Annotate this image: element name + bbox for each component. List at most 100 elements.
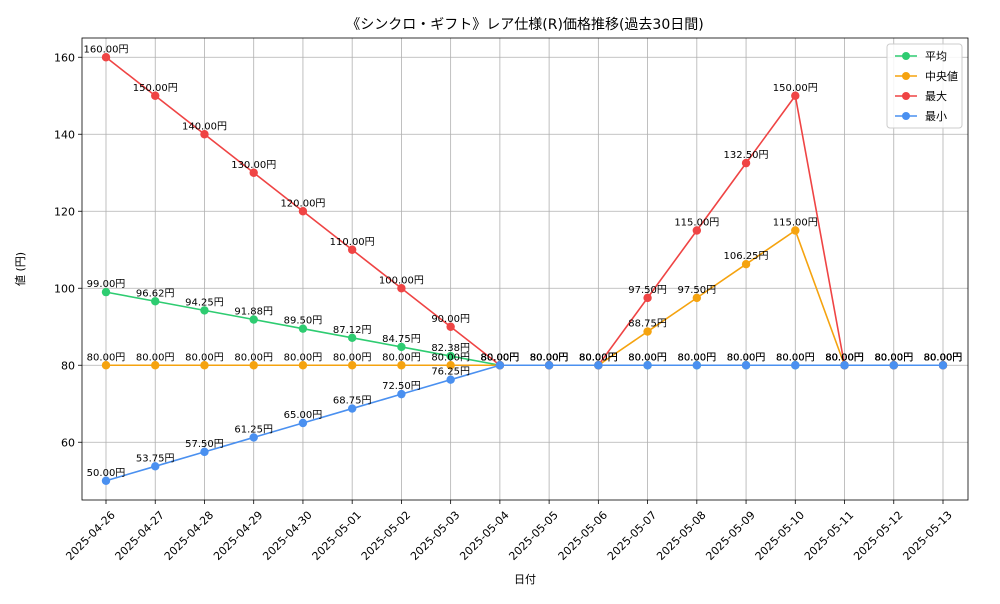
series-3-data-label: 80.00円 [776, 352, 815, 363]
series-1-line [106, 229, 943, 367]
series-3-data-label: 80.00円 [874, 352, 913, 363]
series-1-data-label: 80.00円 [579, 352, 618, 363]
series-1-data-label: 80.00円 [530, 352, 569, 363]
series-group [101, 53, 948, 485]
series-1-point [643, 327, 652, 336]
series-3-point [200, 447, 209, 457]
x-tick-label: 2025-05-03 [408, 509, 462, 563]
series-2-point [249, 168, 258, 177]
series-3-data-label: 80.00円 [924, 352, 963, 363]
series-0-data-label: 80.00円 [874, 352, 913, 363]
series-2-data-label: 140.00円 [182, 121, 227, 132]
series-3-data-label: 65.00円 [284, 410, 323, 421]
series-2-data-label: 110.00円 [330, 237, 375, 248]
x-axis-title: 日付 [514, 573, 536, 586]
series-1-point [397, 361, 406, 370]
series-3-data-label: 80.00円 [530, 352, 569, 363]
chart-title: 《シンクロ・ギフト》レア仕様(R)価格推移(過去30日間) [346, 17, 703, 33]
series-3-point [840, 361, 849, 370]
series-0-data-label: 80.00円 [530, 352, 569, 363]
grid [82, 38, 968, 500]
series-3-point [643, 361, 652, 370]
series-3-data-label: 72.50円 [382, 381, 421, 392]
series-1-data-label: 88.75円 [628, 319, 667, 330]
x-tick-label: 2025-04-26 [63, 509, 117, 563]
series-2-data-label: 80.00円 [530, 352, 569, 363]
x-axis: 2025-04-262025-04-272025-04-282025-04-29… [63, 500, 955, 563]
series-2-point [200, 130, 209, 139]
series-0-point [446, 351, 455, 361]
series-1-point [249, 361, 258, 370]
series-0-data-label: 84.75円 [382, 334, 421, 345]
series-2-point [643, 293, 652, 303]
x-tick-label: 2025-04-28 [162, 509, 216, 563]
series-3-point [938, 361, 948, 370]
x-tick-label: 2025-04-30 [260, 509, 314, 563]
x-tick-label: 2025-05-11 [802, 509, 856, 563]
series-3-line [105, 364, 943, 482]
series-0-data-label: 80.00円 [481, 352, 520, 363]
series-1-data-label: 80.00円 [333, 352, 372, 363]
series-0-data-label: 91.88円 [234, 307, 273, 318]
series-1-data-label: 80.00円 [136, 352, 175, 363]
x-tick-label: 2025-05-04 [457, 509, 511, 563]
x-tick-label: 2025-05-07 [605, 509, 659, 563]
series-3-point [347, 404, 357, 413]
x-tick-label: 2025-05-13 [900, 509, 954, 563]
series-0-data-label: 96.62円 [136, 288, 175, 299]
series-1-point [200, 361, 209, 370]
x-tick-label: 2025-05-08 [654, 509, 708, 563]
y-tick-label: 80 [61, 359, 75, 372]
series-0-point [151, 297, 160, 306]
series-1-point [347, 361, 357, 370]
x-tick-label: 2025-05-12 [851, 509, 905, 563]
series-3-data-label: 80.00円 [579, 352, 618, 363]
series-2-data-label: 100.00円 [379, 275, 424, 286]
series-1-point [692, 293, 702, 303]
series-3-data-label: 80.00円 [825, 352, 864, 363]
series-2-point [741, 158, 751, 168]
series-2-point [101, 53, 111, 62]
x-tick-label: 2025-05-09 [703, 509, 757, 563]
series-1-data-label: 80.00円 [87, 352, 126, 363]
series-3-point [791, 361, 800, 370]
series-3-point [446, 375, 455, 384]
legend-label: 最小 [925, 110, 947, 123]
series-1-data-label: 115.00円 [773, 218, 818, 229]
series-3-data-label: 61.25円 [234, 424, 273, 435]
series-1-data-label: 106.25円 [724, 251, 769, 262]
series-1-data-label: 80.00円 [924, 352, 963, 363]
legend-swatch-marker [902, 52, 910, 60]
series-0-point [397, 342, 406, 352]
series-0-data-label: 94.25円 [185, 297, 224, 308]
series-1-data-label: 80.00円 [382, 352, 421, 363]
series-2-data-label: 120.00円 [280, 198, 325, 209]
series-0-data-label: 82.38円 [431, 343, 470, 354]
series-2-data-label: 80.00円 [924, 352, 963, 363]
series-2-data-label: 80.00円 [579, 352, 618, 363]
y-axis-title: 値 (円) [14, 252, 27, 286]
series-2-data-label: 115.00円 [674, 218, 719, 229]
series-0-point [347, 333, 357, 343]
series-3-point [151, 462, 160, 471]
y-tick-label: 60 [61, 436, 75, 449]
series-2-point [692, 226, 702, 235]
series-0-point [249, 315, 258, 324]
series-2-data-label: 97.50円 [628, 285, 667, 296]
series-1-point [151, 361, 160, 370]
legend-label: 最大 [925, 89, 947, 103]
series-0-point [101, 287, 111, 297]
series-0-data-label: 80.00円 [776, 352, 815, 363]
series-3-point [692, 361, 702, 370]
y-tick-label: 160 [54, 51, 75, 64]
series-1-data-label: 80.00円 [185, 352, 224, 363]
legend-swatch-marker [902, 112, 910, 120]
series-3-point [101, 476, 111, 485]
series-3-point [495, 361, 505, 370]
legend-box [886, 43, 963, 129]
x-tick-label: 2025-05-05 [506, 509, 560, 563]
series-2-point [347, 245, 357, 254]
series-1-point [446, 361, 455, 370]
